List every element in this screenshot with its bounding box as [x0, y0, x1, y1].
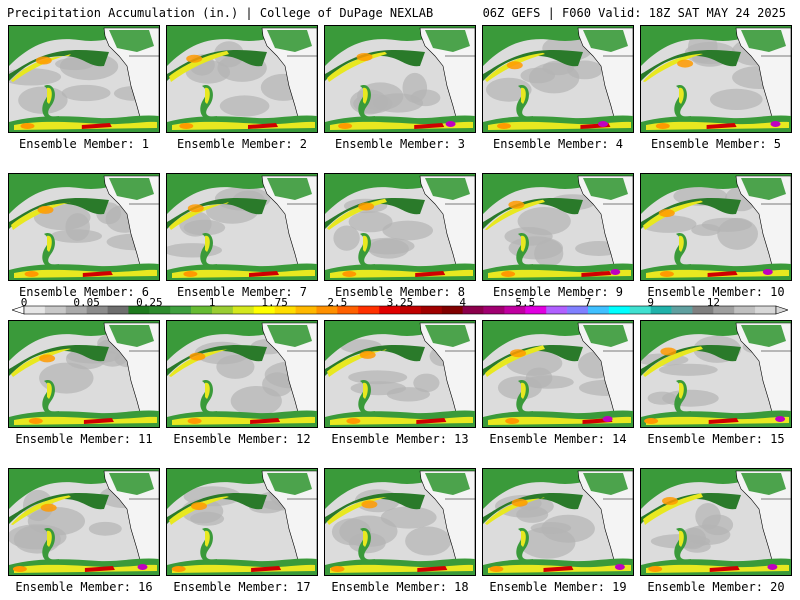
ensemble-member-label: Ensemble Member: 7 — [176, 285, 308, 299]
colorbar-cell — [212, 306, 234, 314]
colorbar-tick-label: 7 — [584, 296, 592, 309]
ensemble-member-label: Ensemble Member: 15 — [647, 432, 785, 446]
ensemble-member-label: Ensemble Member: 5 — [650, 137, 782, 151]
colorbar-cell — [128, 306, 150, 314]
ensemble-member-map — [8, 320, 160, 428]
colorbar-cell — [441, 306, 463, 314]
ensemble-member-map — [482, 25, 634, 133]
ensemble-member-label: Ensemble Member: 3 — [334, 137, 466, 151]
colorbar-tick-label: 0.05 — [73, 296, 100, 309]
precip-colorbar — [12, 305, 788, 315]
ensemble-member-label: Ensemble Member: 13 — [331, 432, 469, 446]
page-title: Precipitation Accumulation (in.) | Colle… — [7, 6, 434, 20]
ensemble-member-label: Ensemble Member: 9 — [492, 285, 624, 299]
colorbar-cell — [629, 306, 651, 314]
run-valid-time: 06Z GEFS | F060 Valid: 18Z SAT MAY 24 20… — [482, 6, 786, 20]
colorbar-tick-label: 1 — [208, 296, 216, 309]
colorbar-cell — [191, 306, 213, 314]
ensemble-member-label: Ensemble Member: 18 — [331, 580, 469, 594]
colorbar-cell — [149, 306, 171, 314]
colorbar-cell — [692, 306, 714, 314]
colorbar-cell — [400, 306, 422, 314]
colorbar-tick-label: 9 — [647, 296, 654, 309]
ensemble-member-map — [166, 25, 318, 133]
colorbar-cell — [274, 306, 296, 314]
colorbar-cell — [24, 306, 46, 314]
ensemble-member-label: Ensemble Member: 12 — [173, 432, 311, 446]
colorbar-tick-label: 1.75 — [261, 296, 288, 309]
colorbar-tick-label: 0 — [20, 296, 28, 309]
ensemble-member-map — [324, 468, 476, 576]
ensemble-member-map — [8, 468, 160, 576]
colorbar-tick-label: 4 — [459, 296, 466, 309]
colorbar-cell — [755, 306, 777, 314]
ensemble-member-map — [324, 320, 476, 428]
colorbar-cell — [525, 306, 547, 314]
ensemble-member-map — [482, 173, 634, 281]
colorbar-tick-label: 12 — [706, 296, 720, 309]
colorbar-cell — [713, 306, 735, 314]
colorbar-max-arrow — [775, 305, 788, 315]
colorbar-cell — [567, 306, 589, 314]
colorbar-cell — [316, 306, 338, 314]
ensemble-member-label: Ensemble Member: 8 — [334, 285, 466, 299]
colorbar-tick-label: 5.5 — [515, 296, 536, 309]
colorbar-cell — [337, 306, 359, 314]
colorbar-tick-label: 2.5 — [327, 296, 348, 309]
colorbar-cell — [170, 306, 192, 314]
colorbar-cell — [734, 306, 756, 314]
ensemble-member-map — [482, 468, 634, 576]
colorbar-tick-label: 0.25 — [136, 296, 163, 309]
colorbar-cell — [588, 306, 610, 314]
ensemble-member-map — [166, 320, 318, 428]
ensemble-member-map — [482, 320, 634, 428]
ensemble-member-map — [640, 25, 792, 133]
ensemble-member-map — [640, 320, 792, 428]
ensemble-member-map — [166, 173, 318, 281]
colorbar-cell — [295, 306, 317, 314]
ensemble-member-map — [324, 25, 476, 133]
colorbar-cell — [608, 306, 631, 314]
ensemble-member-label: Ensemble Member: 10 — [647, 285, 785, 299]
ensemble-member-label: Ensemble Member: 16 — [15, 580, 153, 594]
colorbar-cell — [379, 306, 401, 314]
colorbar-tick-label: 3.25 — [386, 296, 414, 309]
colorbar-cell — [44, 306, 67, 314]
colorbar-cell — [546, 306, 568, 314]
colorbar-cell — [253, 306, 275, 314]
colorbar-cell — [65, 306, 87, 314]
colorbar-cell — [420, 306, 443, 314]
colorbar-cell — [232, 306, 255, 314]
ensemble-member-label: Ensemble Member: 11 — [15, 432, 153, 446]
colorbar-cell — [650, 306, 672, 314]
ensemble-member-label: Ensemble Member: 4 — [492, 137, 624, 151]
colorbar-cell — [86, 306, 108, 314]
header: Precipitation Accumulation (in.) | Colle… — [0, 0, 800, 22]
ensemble-member-map — [8, 173, 160, 281]
ensemble-member-map — [8, 25, 160, 133]
ensemble-member-map — [640, 173, 792, 281]
ensemble-member-label: Ensemble Member: 2 — [176, 137, 308, 151]
ensemble-member-map — [166, 468, 318, 576]
colorbar-cell — [671, 306, 693, 314]
ensemble-member-label: Ensemble Member: 6 — [18, 285, 150, 299]
colorbar-cell — [504, 306, 526, 314]
ensemble-member-label: Ensemble Member: 17 — [173, 580, 311, 594]
ensemble-member-label: Ensemble Member: 14 — [489, 432, 627, 446]
ensemble-member-map — [324, 173, 476, 281]
ensemble-member-map — [640, 468, 792, 576]
ensemble-member-label: Ensemble Member: 20 — [647, 580, 785, 594]
colorbar-cell — [462, 306, 484, 314]
ensemble-member-label: Ensemble Member: 19 — [489, 580, 627, 594]
colorbar-cell — [483, 306, 505, 314]
ensemble-member-label: Ensemble Member: 1 — [18, 137, 150, 151]
colorbar-cell — [107, 306, 129, 314]
colorbar-cell — [358, 306, 380, 314]
